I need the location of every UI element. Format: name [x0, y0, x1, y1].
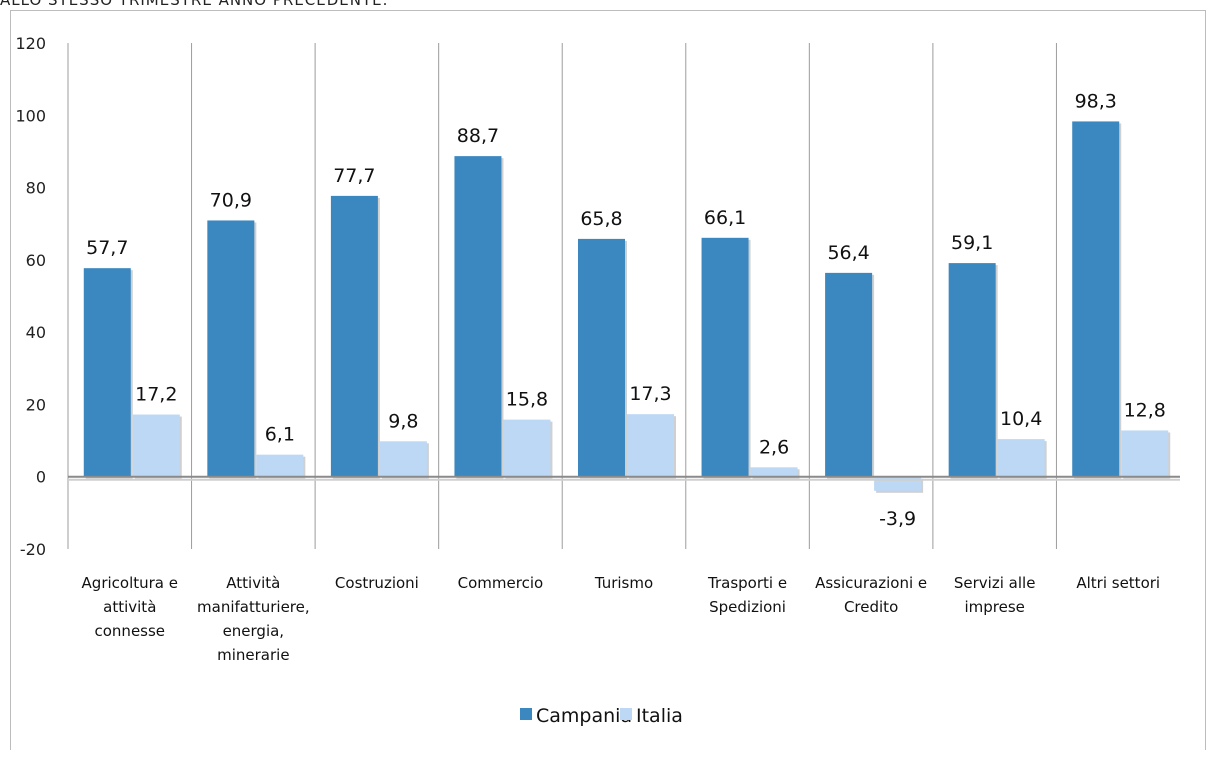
bar-campania	[1072, 121, 1120, 477]
data-label-campania: 56,4	[827, 242, 869, 264]
bar-italia	[503, 419, 551, 477]
category-label: imprese	[964, 598, 1024, 616]
data-label-italia: 6,1	[265, 424, 295, 446]
data-label-campania: 88,7	[457, 125, 499, 147]
data-label-italia: 15,8	[506, 389, 548, 411]
bar-italia	[256, 454, 304, 477]
data-label-campania: 65,8	[580, 208, 622, 230]
data-label-campania: 70,9	[210, 189, 252, 211]
category-label: connesse	[95, 622, 166, 640]
bar-italia	[750, 467, 798, 477]
y-tick-label: -20	[20, 540, 46, 559]
bar-campania	[454, 156, 502, 477]
data-label-campania: 66,1	[704, 207, 746, 229]
data-label-campania: 77,7	[333, 165, 375, 187]
legend-label-italia: Italia	[636, 705, 683, 727]
category-label: Spedizioni	[709, 598, 786, 616]
data-label-italia: 17,3	[629, 383, 671, 405]
y-tick-label: 0	[36, 468, 46, 487]
category-label: manifatturiere,	[197, 598, 310, 616]
category-label: Turismo	[594, 574, 653, 592]
category-label: Altri settori	[1076, 574, 1160, 592]
category-label: Servizi alle	[954, 574, 1036, 592]
data-label-italia: 12,8	[1124, 399, 1166, 421]
bar-italia	[627, 414, 674, 477]
data-label-campania: 59,1	[951, 232, 993, 254]
bar-campania	[207, 220, 255, 477]
chart-header-fragment: ALLO STESSO TRIMESTRE ANNO PRECEDENTE.	[0, 0, 389, 9]
category-label: Commercio	[458, 574, 544, 592]
y-tick-label: 40	[26, 323, 46, 342]
category-label: minerarie	[217, 646, 289, 664]
data-label-italia: 17,2	[135, 384, 177, 406]
bar-campania	[83, 268, 131, 477]
bar-campania	[701, 237, 749, 477]
chart-frame	[10, 10, 1206, 750]
bar-italia	[132, 414, 180, 477]
legend-label-campania: Campania	[536, 705, 632, 727]
data-label-italia: -3,9	[879, 508, 916, 530]
bar-campania	[825, 272, 873, 477]
y-tick-label: 100	[15, 106, 46, 125]
bar-italia	[1121, 430, 1169, 477]
category-label: Costruzioni	[335, 574, 419, 592]
y-tick-label: 20	[26, 395, 46, 414]
legend-swatch-italia	[620, 708, 632, 720]
bar-campania	[948, 263, 996, 477]
category-label: energia,	[223, 622, 285, 640]
category-label: Attività	[226, 574, 280, 592]
data-label-campania: 98,3	[1075, 90, 1117, 112]
category-label: Agricoltura e	[82, 574, 178, 592]
data-label-italia: 2,6	[759, 436, 789, 458]
category-label: Trasporti e	[707, 574, 787, 592]
bar-campania	[578, 238, 625, 477]
data-label-campania: 57,7	[86, 237, 128, 259]
y-tick-label: 80	[26, 179, 46, 198]
y-tick-label: 60	[26, 251, 46, 270]
bar-campania	[330, 195, 378, 477]
legend-swatch-campania	[520, 708, 532, 720]
data-label-italia: 10,4	[1000, 408, 1042, 430]
category-label: Credito	[844, 598, 898, 616]
y-tick-label: 120	[15, 34, 46, 53]
bar-italia	[997, 439, 1045, 477]
category-label: attività	[103, 598, 156, 616]
bar-italia	[379, 441, 427, 477]
category-label: Assicurazioni e	[815, 574, 927, 592]
data-label-italia: 9,8	[388, 410, 418, 432]
